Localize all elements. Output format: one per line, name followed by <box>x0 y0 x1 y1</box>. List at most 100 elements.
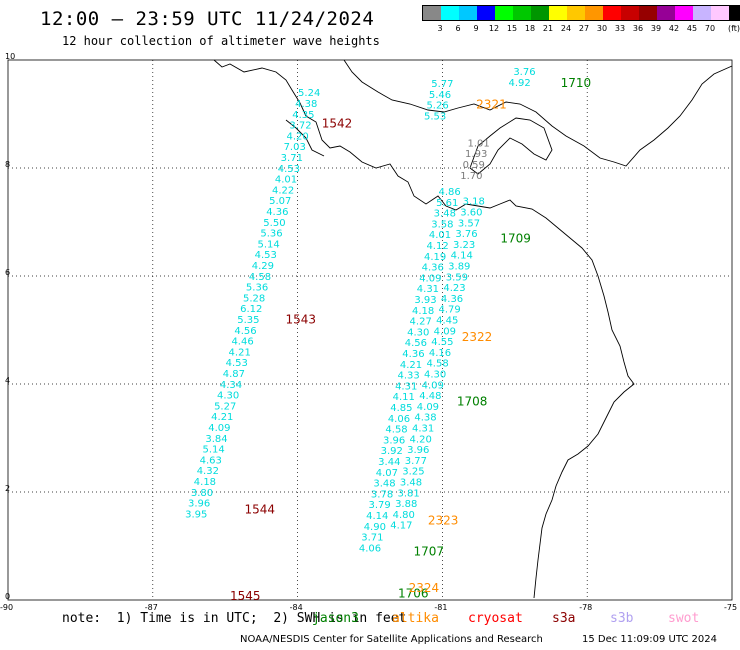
legend-label: 70 <box>704 24 716 33</box>
wave-height-value: 4.80 <box>393 510 415 521</box>
wave-height-value: 3.96 <box>383 435 405 446</box>
wave-height-value: 3.76 <box>455 229 477 240</box>
legend-swatch <box>657 6 675 20</box>
wave-height-value: 3.59 <box>446 272 468 283</box>
legend-swatch <box>567 6 585 20</box>
y-tick-label: 8 <box>5 160 11 169</box>
pass-time-label: 1543 <box>286 313 317 327</box>
legend-swatch <box>603 6 621 20</box>
legend-label: 27 <box>578 24 590 33</box>
coastline <box>213 59 733 599</box>
satellite-legend-altika: altika <box>392 611 439 626</box>
legend-unit: (ft) <box>728 24 740 33</box>
wave-height-value: 4.36 <box>402 349 424 360</box>
wave-height-value: 4.85 <box>390 403 412 414</box>
wave-height-value: 3.57 <box>458 218 480 229</box>
wave-height-value: 4.86 <box>439 187 461 198</box>
pass-time-label: 1709 <box>500 232 531 246</box>
legend-label: 9 <box>473 24 479 33</box>
x-tick-label: -81 <box>434 603 448 612</box>
satellite-legend-cryosat: cryosat <box>468 611 523 626</box>
wave-height-value: 3.95 <box>185 509 207 520</box>
wave-height-value: 3.77 <box>405 456 427 467</box>
legend-swatch <box>729 6 740 20</box>
wave-height-value: 3.96 <box>407 445 429 456</box>
wave-height-value: 4.63 <box>200 455 222 466</box>
wave-height-value: 3.48 <box>434 209 456 220</box>
wave-height-value: 3.96 <box>188 499 210 510</box>
wave-height-value: 4.36 <box>422 263 444 274</box>
x-tick-label: -78 <box>579 603 593 612</box>
wave-height-value: 4.27 <box>410 317 432 328</box>
wave-height-value: 4.55 <box>431 337 453 348</box>
legend-swatch <box>459 6 477 20</box>
map-frame <box>7 59 733 601</box>
wave-height-value: 5.36 <box>246 283 268 294</box>
wave-height-value: 4.18 <box>412 306 434 317</box>
legend-swatch <box>675 6 693 20</box>
wave-height-value: 4.09 <box>419 273 441 284</box>
wave-height-value: 4.56 <box>405 338 427 349</box>
wave-height-value: 4.18 <box>194 477 216 488</box>
wave-height-value: 3.72 <box>289 121 311 132</box>
legend-swatch <box>531 6 549 20</box>
wave-height-value: 3.89 <box>448 262 470 273</box>
legend-label: 30 <box>596 24 608 33</box>
wave-height-value: 3.48 <box>373 479 395 490</box>
wave-height-value: 4.20 <box>410 434 432 445</box>
legend-swatch <box>621 6 639 20</box>
y-tick-label: 4 <box>5 376 11 385</box>
pass-time-label: 2324 <box>409 581 440 595</box>
pass-time-label: 2321 <box>476 98 507 112</box>
x-tick-label: -87 <box>144 603 158 612</box>
wave-height-value: 3.93 <box>414 295 436 306</box>
wave-height-value: 3.92 <box>381 446 403 457</box>
wave-height-value: 0.59 <box>463 160 485 171</box>
wave-height-value: 4.09 <box>422 380 444 391</box>
wave-height-value: 4.90 <box>364 522 386 533</box>
wave-height-value: 3.18 <box>463 197 485 208</box>
wave-height-value: 5.27 <box>214 401 236 412</box>
legend-swatch <box>549 6 567 20</box>
wave-height-value: 4.01 <box>429 230 451 241</box>
wave-height-value: 4.56 <box>234 326 256 337</box>
wave-height-value: 5.53 <box>424 111 446 122</box>
gulf-of-panama-coast <box>469 117 553 175</box>
wave-height-value: 4.09 <box>417 402 439 413</box>
wave-height-value: 4.46 <box>231 337 253 348</box>
legend-label: 21 <box>542 24 554 33</box>
wave-height-value: 4.87 <box>223 369 245 380</box>
legend-label: 3 <box>437 24 443 33</box>
wave-height-value: 4.09 <box>208 423 230 434</box>
color-legend: (ft) 3 6 9 12 15 18 21 24 27 30 33 36 39 42 45 70 <box>422 5 740 33</box>
wave-height-value: 3.79 <box>369 500 391 511</box>
legend-swatch <box>513 6 531 20</box>
legend-label: 39 <box>650 24 662 33</box>
wave-height-value: 6.12 <box>240 304 262 315</box>
legend-swatch <box>423 6 441 20</box>
wave-height-value: 3.25 <box>402 467 424 478</box>
wave-height-value: 4.12 <box>426 241 448 252</box>
wave-height-value: 4.21 <box>400 360 422 371</box>
legend-swatch <box>495 6 513 20</box>
legend-swatches <box>422 5 740 21</box>
wave-height-value: 5.50 <box>263 218 285 229</box>
wave-height-value: 4.06 <box>388 414 410 425</box>
legend-label: 24 <box>560 24 572 33</box>
wave-height-value: 4.19 <box>424 252 446 263</box>
wave-height-value: 4.29 <box>252 261 274 272</box>
chart-title: 12:00 – 23:59 UTC 11/24/2024 <box>40 8 375 30</box>
wave-height-value: 5.36 <box>260 229 282 240</box>
wave-height-value: 3.71 <box>281 153 303 164</box>
wave-height-value: 5.35 <box>237 315 259 326</box>
legend-label: 33 <box>614 24 626 33</box>
wave-height-value: 5.61 <box>436 198 458 209</box>
wave-height-value: 4.31 <box>417 284 439 295</box>
legend-swatch <box>477 6 495 20</box>
legend-label: 36 <box>632 24 644 33</box>
x-tick-label: -75 <box>724 603 738 612</box>
wave-height-value: 4.58 <box>249 272 271 283</box>
wave-height-value: 3.60 <box>460 208 482 219</box>
wave-height-value: 4.09 <box>434 326 456 337</box>
wave-height-value: 4.30 <box>424 370 446 381</box>
